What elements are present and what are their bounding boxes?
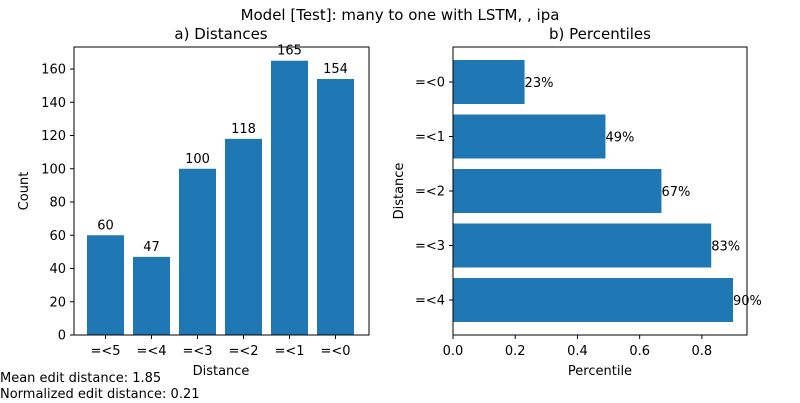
distance-x-tick-label-4: =<1 [274, 344, 304, 359]
distance-y-tick-label-0: =<0 [415, 76, 445, 91]
distance-bar-4 [271, 60, 308, 335]
distance-y-tick-label-2: =<2 [415, 185, 445, 200]
percentiles-chart-title: b) Percentiles [549, 25, 651, 43]
percentiles-y-axis-label: Distance [392, 163, 407, 220]
distance-bar-3 [225, 138, 262, 335]
percentile-bar-3 [453, 223, 712, 268]
distance-bar-label-5: 154 [323, 62, 348, 77]
distance-bar-2 [179, 168, 216, 335]
count-y-tick-label-2: 40 [49, 262, 66, 277]
distance-x-tick-label-2: =<3 [182, 344, 212, 359]
percentile-bar-label-1: 49% [605, 131, 634, 146]
percentile-x-tick-label-2: 0.4 [567, 344, 588, 359]
count-y-tick-label-4: 80 [49, 196, 66, 211]
distance-bar-1 [133, 256, 170, 335]
percentile-x-tick-label-3: 0.6 [629, 344, 650, 359]
distance-bar-0 [87, 235, 124, 335]
count-y-tick-label-5: 100 [41, 162, 66, 177]
count-y-tick-label-7: 140 [41, 96, 66, 111]
distances-chart-title: a) Distances [174, 25, 267, 43]
distances-y-axis-label: Count [17, 172, 32, 211]
count-y-tick-label-0: 0 [58, 329, 66, 344]
percentiles-axes-frame [452, 46, 748, 336]
percentile-bar-label-0: 23% [525, 76, 554, 91]
distance-bar-label-2: 100 [185, 152, 210, 167]
count-y-tick-label-1: 20 [49, 295, 66, 310]
distance-x-tick-label-1: =<4 [136, 344, 166, 359]
distance-y-tick-label-1: =<1 [415, 130, 445, 145]
distances-axes-frame [73, 46, 370, 336]
normalized-edit-distance-text: Normalized edit distance: 0.21 [0, 387, 200, 402]
percentile-bar-label-3: 83% [711, 240, 740, 255]
percentile-x-tick-label-4: 0.8 [692, 344, 713, 359]
distance-y-tick-label-3: =<3 [415, 239, 445, 254]
distance-bar-label-4: 165 [277, 44, 302, 59]
percentile-bar-label-2: 67% [661, 185, 690, 200]
distance-x-tick-label-0: =<5 [90, 344, 120, 359]
count-y-tick-label-8: 160 [41, 63, 66, 78]
distance-bar-5 [317, 79, 354, 335]
distance-x-tick-label-3: =<2 [228, 344, 258, 359]
percentile-x-tick-label-1: 0.2 [505, 344, 526, 359]
distance-bar-label-0: 60 [97, 218, 114, 233]
distance-bar-label-3: 118 [231, 122, 256, 137]
distances-chart: a) Distances 60 47 100 118 165 154 0 20 40 60 80 1… [17, 25, 370, 379]
percentiles-x-axis-label: Percentile [568, 364, 632, 379]
percentiles-chart: b) Percentiles 23%49%67%83%90% =<0=<1=<2… [392, 25, 762, 379]
distance-bar-label-1: 47 [143, 240, 160, 255]
distance-x-tick-label-5: =<0 [320, 344, 350, 359]
count-y-tick-label-6: 120 [41, 129, 66, 144]
percentile-bar-4 [453, 278, 733, 322]
count-y-tick-label-3: 60 [49, 229, 66, 244]
percentile-x-tick-label-0: 0.0 [443, 344, 464, 359]
mean-edit-distance-text: Mean edit distance: 1.85 [0, 371, 162, 386]
percentile-bar-1 [453, 114, 606, 159]
distances-x-axis-label: Distance [193, 364, 250, 379]
percentile-bar-2 [453, 169, 662, 213]
percentile-bar-0 [453, 60, 525, 104]
distance-y-tick-label-4: =<4 [415, 294, 445, 309]
figure-suptitle: Model [Test]: many to one with LSTM, , i… [241, 6, 560, 24]
